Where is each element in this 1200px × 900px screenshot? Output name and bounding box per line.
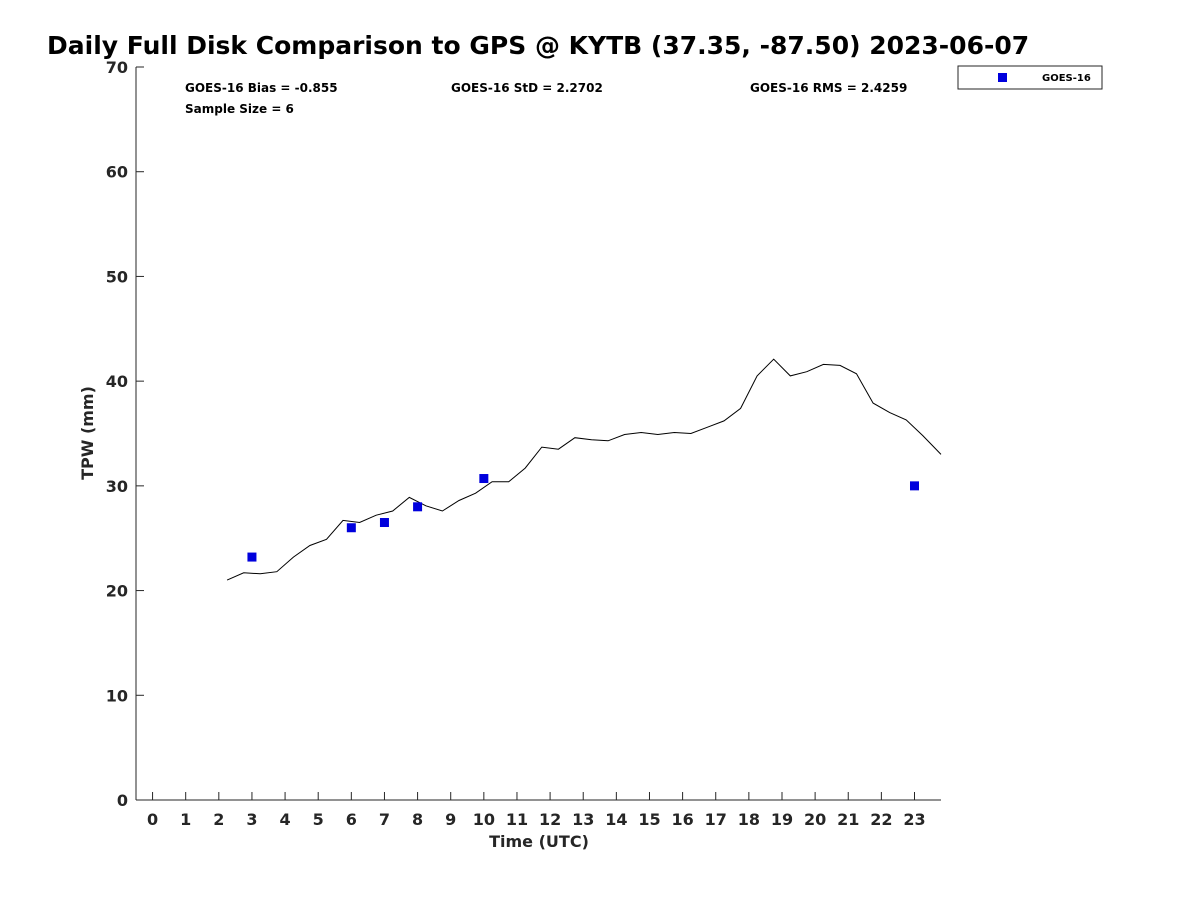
y-tick-label: 50 <box>106 267 128 286</box>
x-tick-label: 12 <box>539 810 561 829</box>
goes-16-point <box>247 552 257 562</box>
goes-16-point <box>379 518 389 528</box>
legend-marker-goes-16 <box>998 73 1007 82</box>
x-tick-label: 21 <box>837 810 859 829</box>
x-tick-label: 13 <box>572 810 594 829</box>
legend: GOES-16 <box>957 65 1103 90</box>
goes-16-point <box>413 502 423 512</box>
x-tick-label: 15 <box>638 810 660 829</box>
goes-16-point <box>479 474 489 484</box>
x-tick-label: 10 <box>473 810 495 829</box>
std-stat: GOES-16 StD = 2.2702 <box>451 81 603 95</box>
x-tick-label: 18 <box>738 810 760 829</box>
x-tick-label: 6 <box>346 810 357 829</box>
rms-stat: GOES-16 RMS = 2.4259 <box>750 81 907 95</box>
goes-16-point <box>909 481 919 491</box>
gps-line <box>226 358 942 581</box>
x-tick-label: 22 <box>870 810 892 829</box>
x-tick-label: 3 <box>246 810 257 829</box>
gps-line-series <box>226 358 942 581</box>
x-tick-label: 8 <box>412 810 423 829</box>
x-tick-label: 16 <box>671 810 693 829</box>
chart-title: Daily Full Disk Comparison to GPS @ KYTB… <box>47 31 1029 60</box>
x-tick-label: 5 <box>313 810 324 829</box>
y-tick-label: 70 <box>106 58 128 77</box>
bias-stat: GOES-16 Bias = -0.855 <box>185 81 338 95</box>
legend-label-goes-16: GOES-16 <box>1042 73 1091 84</box>
y-tick-label: 60 <box>106 163 128 182</box>
x-tick-label: 11 <box>506 810 528 829</box>
x-tick-label: 2 <box>213 810 224 829</box>
x-tick-label: 20 <box>804 810 826 829</box>
x-axis-label: Time (UTC) <box>489 832 589 851</box>
goes-16-point <box>346 523 356 533</box>
y-tick-label: 40 <box>106 372 128 391</box>
y-tick-label: 30 <box>106 477 128 496</box>
x-tick-label: 19 <box>771 810 793 829</box>
x-tick-label: 23 <box>903 810 925 829</box>
goes-16-series <box>247 474 919 562</box>
x-tick-label: 0 <box>147 810 158 829</box>
legend-box <box>957 65 1103 90</box>
x-axis-ticks: 0 1 2 3 4 5 6 7 8 9 10 11 12 13 14 15 16 17 18 19 20 21 22 23 <box>147 792 926 829</box>
y-tick-label: 0 <box>117 791 128 810</box>
x-tick-label: 1 <box>180 810 191 829</box>
plot-axes <box>135 67 941 801</box>
y-axis-ticks: 0 10 20 30 40 50 60 70 <box>106 58 144 810</box>
y-tick-label: 10 <box>106 686 128 705</box>
y-axis-label: TPW (mm) <box>78 386 97 480</box>
y-tick-label: 20 <box>106 582 128 601</box>
x-tick-label: 17 <box>705 810 727 829</box>
x-tick-label: 7 <box>379 810 390 829</box>
x-tick-label: 4 <box>280 810 291 829</box>
x-tick-label: 9 <box>445 810 456 829</box>
sample-size-stat: Sample Size = 6 <box>185 102 294 116</box>
x-tick-label: 14 <box>605 810 627 829</box>
